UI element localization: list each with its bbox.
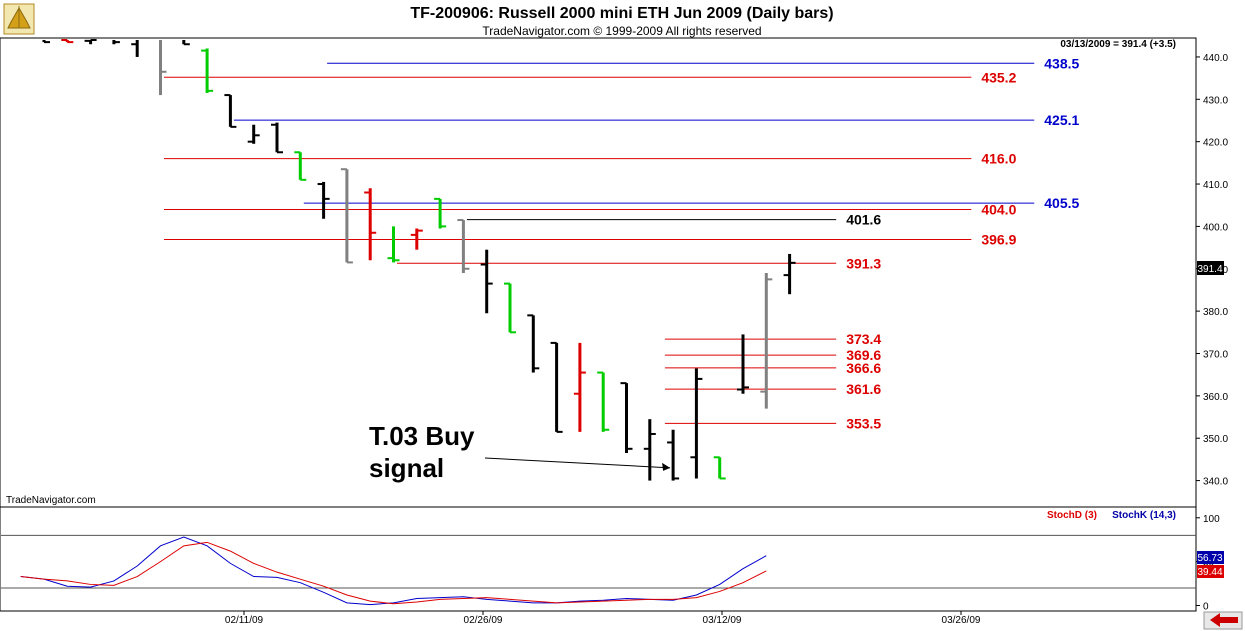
ohlc-bar [597,371,610,432]
ohlc-bar [713,456,726,480]
ohlc-bar [364,188,377,261]
ohlc-bar [550,341,563,433]
level-label: 438.5 [1044,55,1079,71]
ohlc-bar [504,282,516,334]
y-tick-label: 400.0 [1203,222,1228,233]
ohlc-bar [224,94,237,128]
level-label: 391.3 [846,255,881,271]
ohlc-bar [159,40,167,96]
x-tick-label: 02/26/09 [464,615,503,626]
level-label: 361.6 [846,381,881,397]
ohlc-bar [201,48,214,93]
y-tick-label: 410.0 [1203,180,1228,191]
ohlc-bar [480,249,493,314]
ohlc-bar [42,40,50,44]
scroll-left-button[interactable] [1203,611,1243,630]
ohlc-bar [247,124,260,144]
y-tick-label: 420.0 [1203,138,1228,149]
chart-subtitle: TradeNavigator.com © 1999-2009 All right… [482,24,761,38]
ohlc-bar [131,40,139,57]
stoch-y-axis: 100500 [1,514,1220,612]
level-label: 435.2 [981,69,1016,85]
stoch-k-value-badge [1197,551,1224,564]
ohlc-bar [667,429,680,481]
ohlc-bar [620,382,633,454]
ohlc-bar [643,419,656,481]
stoch-tick-label: 100 [1203,514,1220,525]
ohlc-bar [84,39,97,45]
stoch-d-value: 39.44 [1197,567,1222,578]
level-label: 416.0 [981,151,1016,167]
stoch-series-line [20,541,767,605]
last-price-badge [1197,261,1224,275]
annotation-line2: signal [369,453,444,483]
stoch-k-value: 56.73 [1197,553,1222,564]
ohlc-bar [340,168,353,264]
level-label: 425.1 [1044,112,1079,128]
level-label: 404.0 [981,201,1016,217]
ohlc-bar [317,181,330,219]
x-tick-label: 03/26/09 [942,615,981,626]
ohlc-bar [387,226,400,263]
stoch-tick-label: 0 [1203,601,1209,612]
left-arrow-icon [1210,613,1238,627]
chart-title: TF-200906: Russell 2000 mini ETH Jun 200… [410,5,833,22]
ohlc-bar [760,273,773,409]
stoch-series-line [20,536,767,606]
ohlc-bar [182,40,190,46]
level-label: 373.4 [846,331,881,347]
ohlc-bar [271,122,283,154]
annotation-arrow [484,457,671,469]
y-tick-label: 340.0 [1203,477,1228,488]
last-price-label: 391.4 [1197,264,1222,275]
y-tick-label: 380.0 [1203,307,1228,318]
ohlc-bar [573,342,586,432]
ohlc-bar [112,40,120,45]
annotation-line1: T.03 Buy [369,421,475,451]
price-panel-frame [0,37,1197,508]
price-levels: 438.5 435.2 425.1 416.0 405.5 404.0 401.6 396.9… [164,55,1079,431]
price-status: 03/13/2009 = 391.4 (+3.5) [1060,39,1176,50]
buy-signal-annotation: T.03 Buy signal [369,421,671,483]
legend-stoch-d: StochD (3) [1047,510,1097,521]
ohlc-bar [690,368,703,479]
x-tick-label: 03/12/09 [703,615,742,626]
level-label: 369.6 [846,347,881,363]
level-label: 366.6 [846,360,881,376]
date-x-axis: 02/11/09 02/26/09 03/12/09 03/26/09 [225,611,981,626]
ohlc-bar [434,197,447,229]
ohlc-bar [737,334,749,394]
ohlc-bar [527,314,540,373]
ohlc-bar [783,253,796,295]
stoch-d-value-badge [1197,565,1224,578]
level-label: 396.9 [981,232,1016,248]
y-tick-label: 370.0 [1203,349,1228,360]
y-tick-label: 430.0 [1203,95,1228,106]
stoch-panel-frame [0,506,1197,612]
tradenavigator-logo [3,3,35,35]
y-tick-label: 440.0 [1203,53,1228,64]
legend-stoch-k: StochK (14,3) [1112,510,1176,521]
x-tick-label: 02/11/09 [225,615,264,626]
price-y-axis: 440.0430.0420.0410.0400.0390.0380.0370.0… [1196,53,1228,488]
ohlc-bar [457,219,470,273]
annotation-arrowhead [662,462,671,471]
y-tick-label: 360.0 [1203,392,1228,403]
level-label: 401.6 [846,212,881,228]
ohlc-bar [294,151,307,181]
level-label: 405.5 [1044,195,1079,211]
watermark-text: TradeNavigator.com [6,495,96,506]
y-tick-label: 350.0 [1203,434,1228,445]
ohlc-bar [410,228,423,250]
stoch-lines [20,536,767,606]
level-label: 353.5 [846,415,881,431]
price-bars [42,39,796,481]
ohlc-bar [61,39,74,44]
